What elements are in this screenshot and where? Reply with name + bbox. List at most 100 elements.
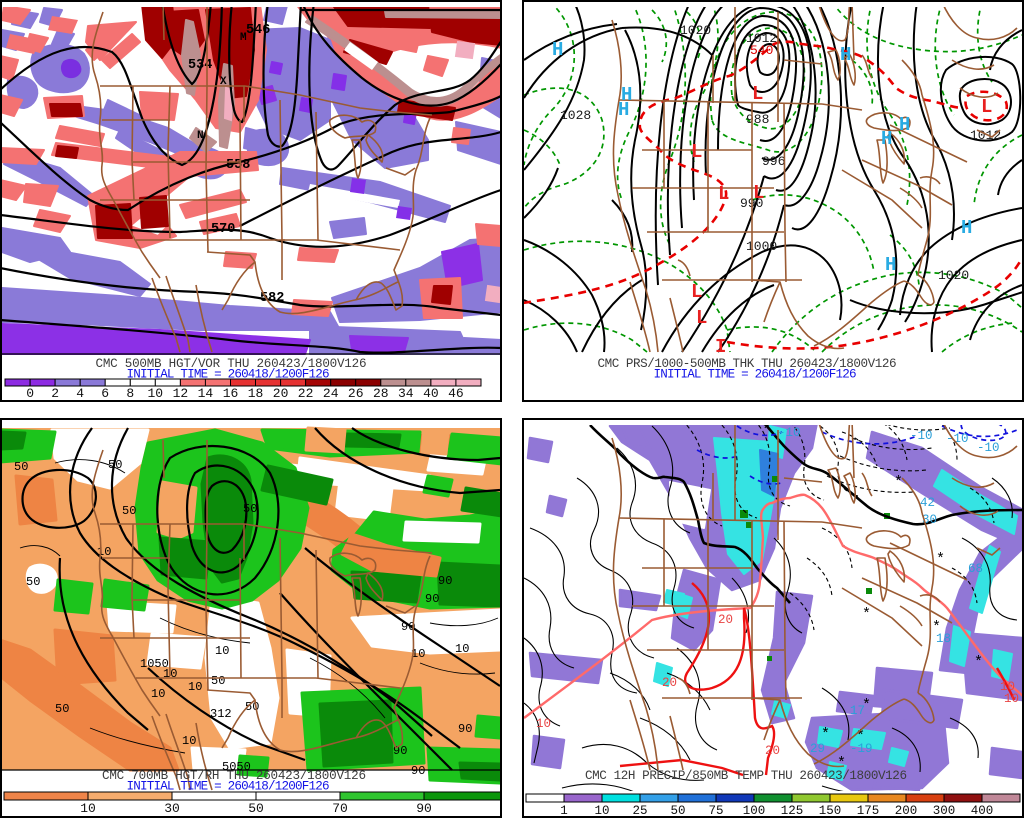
svg-text:CMC PRS/1000-500MB THK THU 260: CMC PRS/1000-500MB THK THU 260423/1800V1… — [598, 357, 897, 371]
svg-text:17: 17 — [850, 704, 865, 718]
svg-text:50: 50 — [14, 460, 28, 474]
svg-text:*: * — [862, 606, 871, 623]
svg-text:10: 10 — [147, 386, 163, 401]
svg-text:70: 70 — [332, 801, 348, 816]
svg-text:50: 50 — [108, 458, 122, 472]
svg-text:300: 300 — [933, 804, 956, 818]
svg-text:10: 10 — [188, 680, 202, 694]
svg-text:10: 10 — [1004, 692, 1019, 706]
svg-text:*: * — [837, 755, 846, 772]
svg-text:46: 46 — [448, 386, 464, 401]
svg-text:L: L — [752, 83, 763, 105]
svg-text:H: H — [961, 217, 972, 239]
svg-text:INITIAL TIME = 260418/1200F126: INITIAL TIME = 260418/1200F126 — [654, 368, 857, 382]
svg-text:50: 50 — [26, 575, 40, 589]
svg-text:50: 50 — [243, 502, 257, 516]
svg-text:90: 90 — [458, 722, 472, 736]
svg-text:34: 34 — [398, 386, 414, 401]
svg-text:175: 175 — [857, 804, 880, 818]
svg-text:90: 90 — [425, 592, 439, 606]
svg-text:25: 25 — [632, 804, 647, 818]
svg-text:*: * — [932, 619, 941, 636]
svg-text:10: 10 — [97, 545, 111, 559]
svg-text:H: H — [618, 99, 629, 121]
svg-text:90: 90 — [401, 620, 415, 634]
svg-text:988: 988 — [746, 112, 769, 127]
svg-text:M: M — [240, 32, 247, 44]
svg-text:50: 50 — [211, 674, 225, 688]
svg-text:-10: -10 — [977, 441, 1000, 455]
svg-text:546: 546 — [246, 23, 270, 38]
svg-text:16: 16 — [223, 386, 239, 401]
svg-text:312: 312 — [210, 707, 232, 721]
svg-text:*: * — [762, 422, 771, 439]
svg-text:4: 4 — [76, 386, 84, 401]
svg-text:1028: 1028 — [560, 108, 591, 123]
svg-text:150: 150 — [819, 804, 842, 818]
svg-text:400: 400 — [971, 804, 994, 818]
svg-text:10: 10 — [215, 644, 229, 658]
svg-text:-10: -10 — [946, 432, 969, 446]
svg-text:100: 100 — [743, 804, 766, 818]
svg-text:28: 28 — [373, 386, 389, 401]
svg-text:50: 50 — [122, 504, 136, 518]
svg-text:*: * — [862, 697, 871, 714]
svg-text:42: 42 — [920, 496, 935, 510]
svg-text:534: 534 — [188, 58, 212, 73]
svg-text:570: 570 — [211, 222, 235, 237]
svg-text:CMC 500MB HGT/VOR THU 260423/1: CMC 500MB HGT/VOR THU 260423/1800V126 — [96, 357, 367, 371]
svg-text:-10: -10 — [778, 426, 801, 440]
svg-text:L: L — [753, 182, 764, 204]
svg-text:10: 10 — [536, 717, 551, 731]
svg-text:L: L — [718, 183, 729, 205]
svg-text:50: 50 — [55, 702, 69, 716]
svg-text:582: 582 — [260, 291, 284, 306]
svg-text:H: H — [881, 128, 892, 150]
svg-text:540: 540 — [750, 43, 773, 58]
svg-text:996: 996 — [762, 154, 785, 169]
svg-text:H: H — [552, 39, 563, 61]
svg-text:1050: 1050 — [140, 657, 169, 671]
svg-text:75: 75 — [708, 804, 723, 818]
svg-text:-10: -10 — [910, 429, 933, 443]
svg-text:12: 12 — [173, 386, 189, 401]
svg-text:L: L — [691, 281, 702, 303]
svg-text:L: L — [696, 307, 707, 329]
svg-text:558: 558 — [226, 158, 250, 173]
svg-text:10: 10 — [455, 642, 469, 656]
svg-text:1: 1 — [560, 804, 568, 818]
svg-text:H: H — [621, 84, 632, 106]
svg-text:18: 18 — [936, 632, 951, 646]
svg-text:90: 90 — [438, 574, 452, 588]
svg-text:20: 20 — [765, 744, 780, 758]
svg-text:50: 50 — [670, 804, 685, 818]
svg-text:*: * — [936, 551, 945, 568]
svg-text:1012: 1012 — [970, 128, 1001, 143]
svg-text:40: 40 — [423, 386, 439, 401]
svg-text:H: H — [899, 114, 910, 136]
svg-text:1020: 1020 — [680, 23, 711, 38]
svg-text:1020: 1020 — [938, 268, 969, 283]
svg-text:18: 18 — [248, 386, 264, 401]
svg-text:I: I — [715, 336, 726, 358]
svg-text:*: * — [894, 474, 903, 491]
svg-text:10: 10 — [151, 687, 165, 701]
svg-text:200: 200 — [895, 804, 918, 818]
svg-text:10: 10 — [1000, 680, 1015, 694]
svg-text:125: 125 — [781, 804, 804, 818]
svg-text:20: 20 — [718, 613, 733, 627]
svg-text:20: 20 — [273, 386, 289, 401]
svg-text:30: 30 — [164, 801, 180, 816]
svg-text:6: 6 — [101, 386, 109, 401]
svg-text:*: * — [821, 726, 830, 743]
svg-text:CMC 12H PRECIP/850MB TEMP THU: CMC 12H PRECIP/850MB TEMP THU 260423/180… — [585, 769, 907, 783]
svg-text:*: * — [856, 728, 865, 745]
svg-text:10: 10 — [411, 647, 425, 661]
svg-text:L: L — [981, 96, 992, 118]
svg-text:10: 10 — [594, 804, 609, 818]
svg-text:90: 90 — [411, 764, 425, 778]
svg-text:90: 90 — [416, 801, 432, 816]
svg-text:INITIAL TIME = 260418/1200F126: INITIAL TIME = 260418/1200F126 — [127, 780, 330, 794]
svg-text:H: H — [840, 44, 851, 66]
svg-text:26: 26 — [348, 386, 364, 401]
